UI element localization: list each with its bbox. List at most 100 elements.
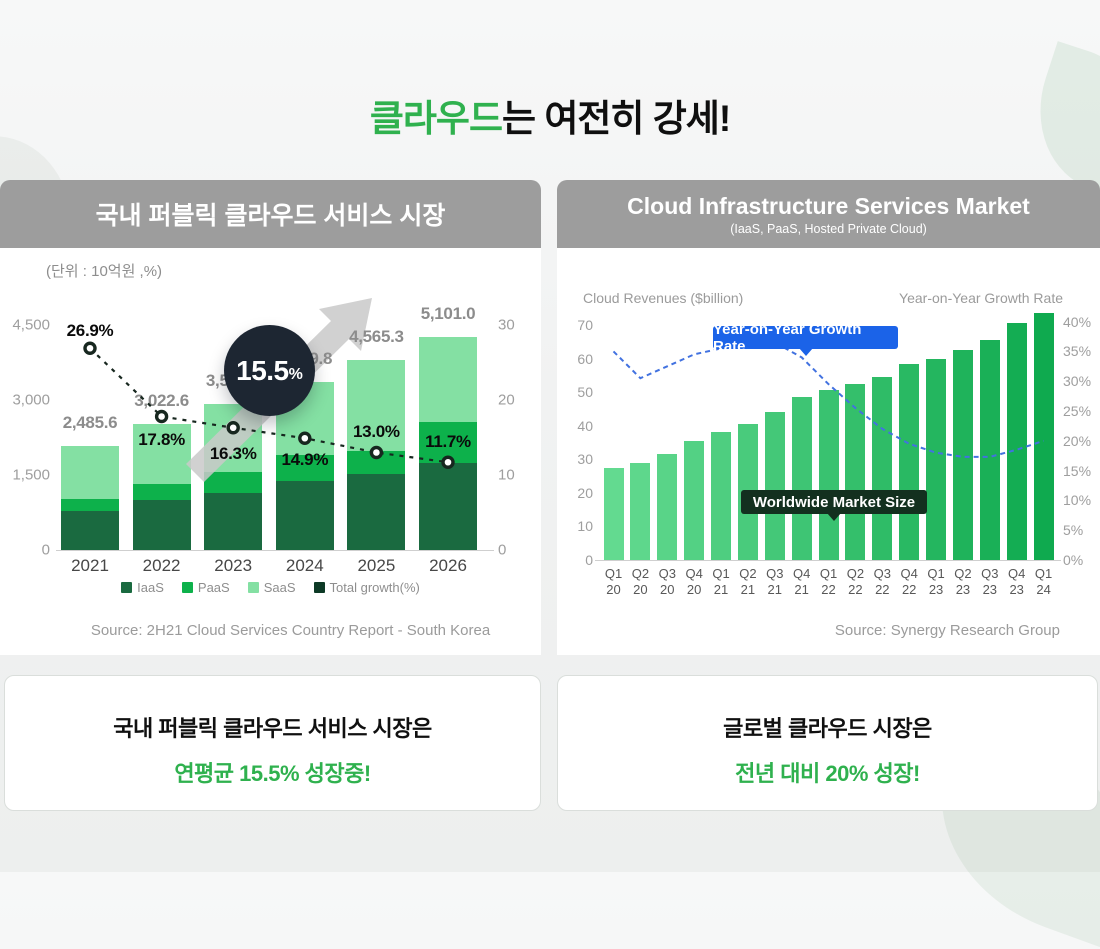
growth-percent-label: 13.0% xyxy=(353,421,400,441)
callout-pointer-icon xyxy=(827,513,841,521)
right-axis-tick: 10% xyxy=(1063,492,1092,509)
x-axis-label: Q2 20 xyxy=(631,566,650,597)
right-axis-tick: 25% xyxy=(1063,403,1092,419)
bar-segment-paas xyxy=(204,471,263,494)
x-axis-label: Q2 23 xyxy=(954,566,972,597)
x-axis-line xyxy=(56,550,494,551)
x-axis-label: Q3 20 xyxy=(658,566,676,597)
market-size-callout: Worldwide Market Size xyxy=(741,490,927,521)
bar-segment-paas xyxy=(61,498,119,512)
legend-swatch-icon xyxy=(181,582,193,593)
summary-domestic-line2: 연평균 15.5% 성장중! xyxy=(174,761,371,786)
x-axis-label: Q3 22 xyxy=(873,566,891,597)
bar-segment-paas xyxy=(275,455,334,482)
left-axis-tick: 1,500 xyxy=(12,466,50,484)
growth-point-marker xyxy=(83,341,97,355)
page-title-highlight: 클라우드 xyxy=(369,98,503,139)
right-axis-tick: 0 xyxy=(498,541,507,559)
legend-swatch-icon xyxy=(247,582,259,593)
x-axis-label: Q4 21 xyxy=(792,566,811,597)
left-chart-title: 국내 퍼블릭 클라우드 서비스 시장 xyxy=(95,202,446,230)
bar-segment-iaas xyxy=(61,511,119,550)
market-bar-Q2-20 xyxy=(630,462,651,560)
left-axis-tick: 30 xyxy=(577,451,593,468)
growth-percent-label: 16.3% xyxy=(209,443,257,463)
market-bar-Q1-24 xyxy=(1033,313,1054,560)
bar-segment-saas xyxy=(347,359,406,452)
right-axis-tick: 30% xyxy=(1063,373,1092,390)
left-axis-tick: 3,000 xyxy=(12,391,50,409)
stacked-bar-2026 xyxy=(419,337,477,550)
bar-segment-saas xyxy=(419,337,477,423)
cagr-value: 15.5 xyxy=(236,354,289,386)
x-axis-label: Q1 21 xyxy=(712,566,730,597)
left-chart-legend: IaaS PaaS SaaS Total growth(%) xyxy=(0,580,541,595)
x-axis-label-2023: 2023 xyxy=(214,556,253,575)
cagr-percent-sign: % xyxy=(288,365,303,383)
stacked-bar-2025 xyxy=(347,359,406,550)
stacked-bar-2021 xyxy=(61,446,119,550)
bar-value-label: 5,101.0 xyxy=(420,304,476,324)
x-axis-label: Q4 23 xyxy=(1008,566,1026,597)
legend-label: IaaS xyxy=(137,580,164,595)
left-axis-title: Cloud Revenues ($billion) xyxy=(583,290,744,306)
bar-segment-saas xyxy=(132,424,191,485)
right-chart-header: Cloud Infrastructure Services Market (Ia… xyxy=(557,180,1100,248)
left-chart-header: 국내 퍼블릭 클라우드 서비스 시장 xyxy=(0,180,541,248)
legend-item-paas: PaaS xyxy=(181,580,230,595)
x-axis-line xyxy=(595,560,1061,561)
stacked-bar-2022 xyxy=(132,424,191,550)
summary-global-line1: 글로벌 클라우드 시장은 xyxy=(723,716,932,741)
right-axis-tick: 0% xyxy=(1063,552,1084,568)
x-axis-label-2026: 2026 xyxy=(429,556,467,575)
x-axis-label: Q2 22 xyxy=(846,566,865,597)
left-axis-tick: 40 xyxy=(577,417,593,434)
unit-label: (단위 : 10억원 ,%) xyxy=(46,263,163,280)
bar-segment-paas xyxy=(347,451,406,474)
market-bar-Q4-23 xyxy=(1006,323,1027,560)
cagr-badge: 15.5% xyxy=(224,325,315,416)
right-chart-title: Cloud Infrastructure Services Market xyxy=(627,192,1030,219)
yoy-growth-line xyxy=(612,341,1044,458)
left-axis-tick: 60 xyxy=(577,350,593,367)
market-bar-Q4-21 xyxy=(791,397,812,560)
left-axis-tick: 70 xyxy=(577,317,593,333)
x-axis-label: Q4 20 xyxy=(685,566,703,597)
market-bar-Q1-20 xyxy=(603,467,624,560)
growth-rate-callout: Year-on-Year Growth Rate xyxy=(713,321,898,356)
x-axis-label: Q3 23 xyxy=(981,566,999,597)
bar-value-label: 4,565.3 xyxy=(349,326,404,346)
page-title-rest: 는 여전히 강세! xyxy=(502,98,731,139)
right-axis-tick: 40% xyxy=(1063,313,1092,330)
summary-card-global: 글로벌 클라우드 시장은 전년 대비 20% 성장! xyxy=(557,675,1098,811)
callout-pointer-icon xyxy=(798,348,813,356)
market-bar-Q3-22 xyxy=(872,377,893,560)
summary-global-line2: 전년 대비 20% 성장! xyxy=(735,761,920,786)
x-axis-label-2025: 2025 xyxy=(357,556,396,575)
summary-domestic-line1: 국내 퍼블릭 클라우드 서비스 시장은 xyxy=(113,716,432,741)
legend-item-totalgrowth: Total growth(%) xyxy=(313,580,420,595)
right-axis-tick: 35% xyxy=(1063,343,1092,360)
x-axis-label: Q1 23 xyxy=(927,566,945,597)
legend-item-iaas: IaaS xyxy=(121,580,164,595)
bar-segment-iaas xyxy=(419,463,477,550)
growth-point-marker xyxy=(441,455,455,469)
right-chart-subtitle: (IaaS, PaaS, Hosted Private Cloud) xyxy=(730,221,927,236)
total-growth-line xyxy=(83,341,455,469)
bar-value-label: 3,022.6 xyxy=(134,391,189,411)
market-bar-Q2-22 xyxy=(845,383,866,560)
left-axis-tick: 0 xyxy=(585,552,593,568)
growth-point-marker xyxy=(298,431,312,445)
summary-card-domestic: 국내 퍼블릭 클라우드 서비스 시장은 연평균 15.5% 성장중! xyxy=(4,675,541,811)
left-axis-tick: 50 xyxy=(577,384,593,401)
market-size-callout-label: Worldwide Market Size xyxy=(752,493,916,511)
bar-segment-iaas xyxy=(132,499,191,550)
legend-label: PaaS xyxy=(197,580,230,595)
bar-segment-paas xyxy=(132,484,191,500)
right-axis-tick: 15% xyxy=(1063,462,1092,479)
page-title: 클라우드는 여전히 강세! xyxy=(0,88,1100,142)
right-chart-body: Cloud Revenues ($billion) Year-on-Year G… xyxy=(557,248,1100,655)
market-bar-Q1-21 xyxy=(711,432,732,560)
legend-label: SaaS xyxy=(263,580,296,595)
legend-swatch-icon xyxy=(121,582,133,593)
